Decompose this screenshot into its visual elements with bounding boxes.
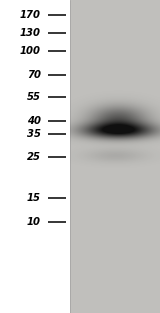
FancyBboxPatch shape — [0, 0, 70, 313]
Text: 40: 40 — [27, 115, 41, 126]
Text: 55: 55 — [27, 92, 41, 102]
FancyBboxPatch shape — [70, 0, 160, 313]
Text: 35: 35 — [27, 129, 41, 139]
Text: 70: 70 — [27, 70, 41, 80]
Text: 25: 25 — [27, 151, 41, 162]
Text: 15: 15 — [27, 193, 41, 203]
Text: 170: 170 — [20, 10, 41, 20]
Text: 100: 100 — [20, 46, 41, 56]
Text: 10: 10 — [27, 217, 41, 227]
Text: 130: 130 — [20, 28, 41, 38]
